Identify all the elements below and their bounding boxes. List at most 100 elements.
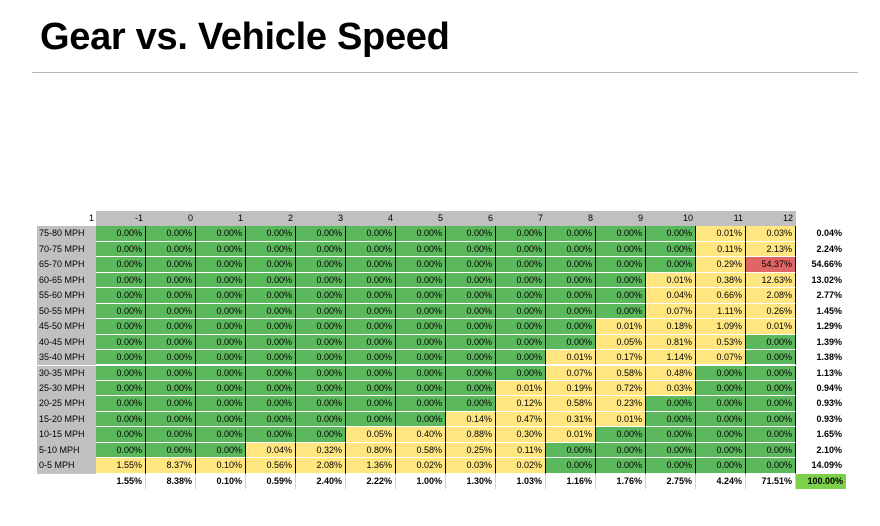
- heatmap-cell: 0.00%: [546, 272, 596, 289]
- row-total: 2.10%: [796, 442, 846, 459]
- heatmap-cell: 0.00%: [346, 396, 396, 412]
- heatmap-cell: 0.00%: [96, 272, 146, 289]
- heatmap-cell: 0.00%: [696, 427, 746, 443]
- heatmap-cell: 2.13%: [746, 241, 796, 258]
- heatmap-cell: 0.00%: [496, 319, 546, 335]
- row-total: 0.04%: [796, 226, 846, 242]
- heatmap-cell: 0.10%: [196, 458, 246, 474]
- row-label: 75-80 MPH: [37, 226, 96, 242]
- heatmap-cell: 0.00%: [96, 411, 146, 428]
- row-label: 25-30 MPH: [37, 380, 96, 397]
- heatmap-cell: 0.00%: [746, 396, 796, 412]
- heatmap-cell: 0.00%: [146, 226, 196, 242]
- heatmap-cell: 0.31%: [546, 411, 596, 428]
- heatmap-cell: 0.00%: [296, 396, 346, 412]
- heatmap-cell: 0.00%: [296, 365, 346, 381]
- heatmap-cell: 0.00%: [646, 458, 696, 474]
- heatmap-cell: 0.00%: [396, 396, 446, 412]
- heatmap-cell: 0.00%: [446, 257, 496, 273]
- heatmap-cell: 0.00%: [96, 257, 146, 273]
- row-total: 0.93%: [796, 411, 846, 428]
- heatmap-cell: 0.07%: [646, 303, 696, 320]
- heatmap-cell: 0.00%: [746, 442, 796, 459]
- heatmap-cell: 0.00%: [746, 334, 796, 351]
- heatmap-cell: 0.00%: [646, 226, 696, 242]
- heatmap-cell: 0.01%: [546, 427, 596, 443]
- heatmap-cell: 1.55%: [96, 458, 146, 474]
- heatmap-cell: 0.00%: [146, 350, 196, 366]
- heatmap-cell: 0.00%: [246, 272, 296, 289]
- heatmap-cell: 0.00%: [96, 365, 146, 381]
- heatmap-cell: 0.00%: [346, 350, 396, 366]
- row-label: 45-50 MPH: [37, 319, 96, 335]
- heatmap-cell: 0.00%: [746, 350, 796, 366]
- heatmap-cell: 0.00%: [146, 442, 196, 459]
- heatmap-cell: 0.00%: [146, 380, 196, 397]
- heatmap-cell: 0.58%: [396, 442, 446, 459]
- heatmap-cell: 0.00%: [196, 442, 246, 459]
- heatmap-cell: 0.53%: [696, 334, 746, 351]
- row-label: 65-70 MPH: [37, 257, 96, 273]
- heatmap-cell: 0.00%: [246, 411, 296, 428]
- column-total: 2.40%: [296, 473, 346, 490]
- column-total: 1.16%: [546, 473, 596, 490]
- heatmap-cell: 0.00%: [196, 365, 246, 381]
- row-total: 1.65%: [796, 427, 846, 443]
- heatmap-cell: 2.08%: [746, 288, 796, 304]
- heatmap-cell: 0.00%: [496, 288, 546, 304]
- heatmap-cell: 0.04%: [646, 288, 696, 304]
- heatmap-cell: 0.00%: [596, 458, 646, 474]
- column-header: 9: [596, 211, 646, 227]
- heatmap-cell: 0.00%: [346, 365, 396, 381]
- heatmap-cell: 0.48%: [646, 365, 696, 381]
- heatmap-cell: 0.00%: [596, 272, 646, 289]
- column-header: 12: [746, 211, 796, 227]
- heatmap-cell: 0.00%: [396, 226, 446, 242]
- heatmap-cell: 0.00%: [546, 257, 596, 273]
- heatmap-cell: 0.00%: [496, 257, 546, 273]
- heatmap-cell: 0.14%: [446, 411, 496, 428]
- heatmap-cell: 0.66%: [696, 288, 746, 304]
- heatmap-cell: 0.00%: [396, 319, 446, 335]
- title-divider: [32, 72, 858, 73]
- heatmap-cell: 0.00%: [446, 226, 496, 242]
- heatmap-cell: 0.47%: [496, 411, 546, 428]
- column-header: 11: [696, 211, 746, 227]
- column-total: 0.10%: [196, 473, 246, 490]
- heatmap-cell: 0.00%: [146, 396, 196, 412]
- heatmap-cell: 0.05%: [596, 334, 646, 351]
- heatmap-cell: 0.00%: [96, 380, 146, 397]
- heatmap-cell: 0.00%: [346, 288, 396, 304]
- column-total: 8.38%: [146, 473, 196, 490]
- heatmap-cell: 0.00%: [196, 334, 246, 351]
- heatmap-cell: 0.00%: [546, 303, 596, 320]
- heatmap-cell: 0.00%: [496, 272, 546, 289]
- column-total: 1.55%: [96, 473, 146, 490]
- column-header: 2: [246, 211, 296, 227]
- heatmap-cell: 0.02%: [496, 458, 546, 474]
- heatmap-cell: 8.37%: [146, 458, 196, 474]
- heatmap-cell: 0.58%: [596, 365, 646, 381]
- heatmap-cell: 1.14%: [646, 350, 696, 366]
- column-total: 1.03%: [496, 473, 546, 490]
- heatmap-cell: 0.00%: [646, 427, 696, 443]
- heatmap-cell: 0.00%: [246, 365, 296, 381]
- heatmap-cell: 0.00%: [196, 303, 246, 320]
- heatmap-cell: 0.00%: [196, 226, 246, 242]
- heatmap-cell: 0.00%: [596, 303, 646, 320]
- heatmap-cell: 0.00%: [146, 427, 196, 443]
- heatmap-cell: 0.00%: [396, 411, 446, 428]
- heatmap-cell: 0.23%: [596, 396, 646, 412]
- heatmap-cell: 0.00%: [296, 380, 346, 397]
- heatmap-cell: 0.00%: [146, 288, 196, 304]
- heatmap-cell: 0.00%: [296, 272, 346, 289]
- heatmap-cell: 0.00%: [596, 257, 646, 273]
- heatmap-cell: 0.00%: [496, 365, 546, 381]
- heatmap-cell: 0.00%: [396, 334, 446, 351]
- column-total: 2.75%: [646, 473, 696, 490]
- grand-total: 100.00%: [796, 473, 846, 490]
- heatmap-cell: 0.00%: [296, 226, 346, 242]
- row-total: 2.24%: [796, 241, 846, 258]
- heatmap-cell: 0.00%: [446, 334, 496, 351]
- heatmap-cell: 1.09%: [696, 319, 746, 335]
